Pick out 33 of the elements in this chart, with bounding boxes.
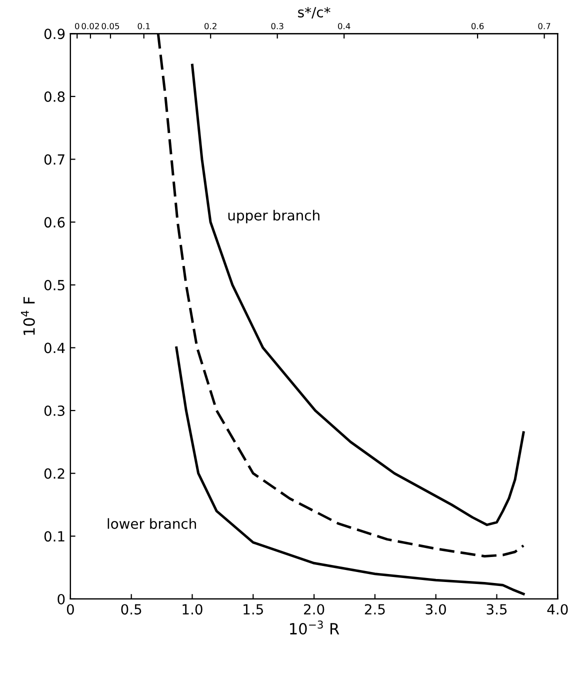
y-tick-label: 0.6 xyxy=(44,217,65,228)
x2-tick-label: 0.2 xyxy=(204,22,216,30)
x2-tick-label: 0.4 xyxy=(338,22,350,30)
x2-tick-label: 0.6 xyxy=(471,22,484,30)
x-tick-label: 0 xyxy=(66,604,74,615)
x-tick-label: 3.5 xyxy=(486,604,507,615)
y-tick-label: 0.1 xyxy=(44,531,64,542)
annotation: upper branch xyxy=(228,210,320,224)
x2-tick-label: 0.02 xyxy=(82,22,99,30)
y-tick-label: 0.3 xyxy=(44,406,64,416)
x2-tick-label: 0.3 xyxy=(271,22,284,30)
y-tick-label: 0.8 xyxy=(44,91,65,102)
x-axis-title: 10$^{−3}$ R xyxy=(290,620,340,635)
y-axis-title: 10$^{4}$ F xyxy=(21,296,35,335)
y-tick-label: 0.7 xyxy=(44,154,64,165)
x2-tick-label: 0.1 xyxy=(138,22,150,30)
y-tick-label: 0.2 xyxy=(44,468,64,479)
x-tick-label: 2.0 xyxy=(304,604,324,615)
x-tick-label: 4.0 xyxy=(547,604,568,615)
x-tick-label: 1.0 xyxy=(182,604,202,615)
x2-tick-label: 0.05 xyxy=(102,22,120,30)
x-tick-label: 1.5 xyxy=(244,604,263,615)
x-tick-label: 0.5 xyxy=(121,604,142,615)
y-tick-label: 0.5 xyxy=(44,280,64,290)
x2-tick-label: 0.7 xyxy=(538,22,550,30)
x2-axis-title: s*/c* xyxy=(298,6,330,19)
x-tick-label: 2.5 xyxy=(364,604,385,615)
y-tick-label: 0.4 xyxy=(44,342,65,354)
x2-tick-label: 0 xyxy=(75,22,80,30)
annotation: lower branch xyxy=(108,518,196,529)
y-tick-label: 0.9 xyxy=(44,28,65,40)
y-tick-label: 0 xyxy=(58,594,65,604)
x-tick-label: 3.0 xyxy=(426,604,446,615)
